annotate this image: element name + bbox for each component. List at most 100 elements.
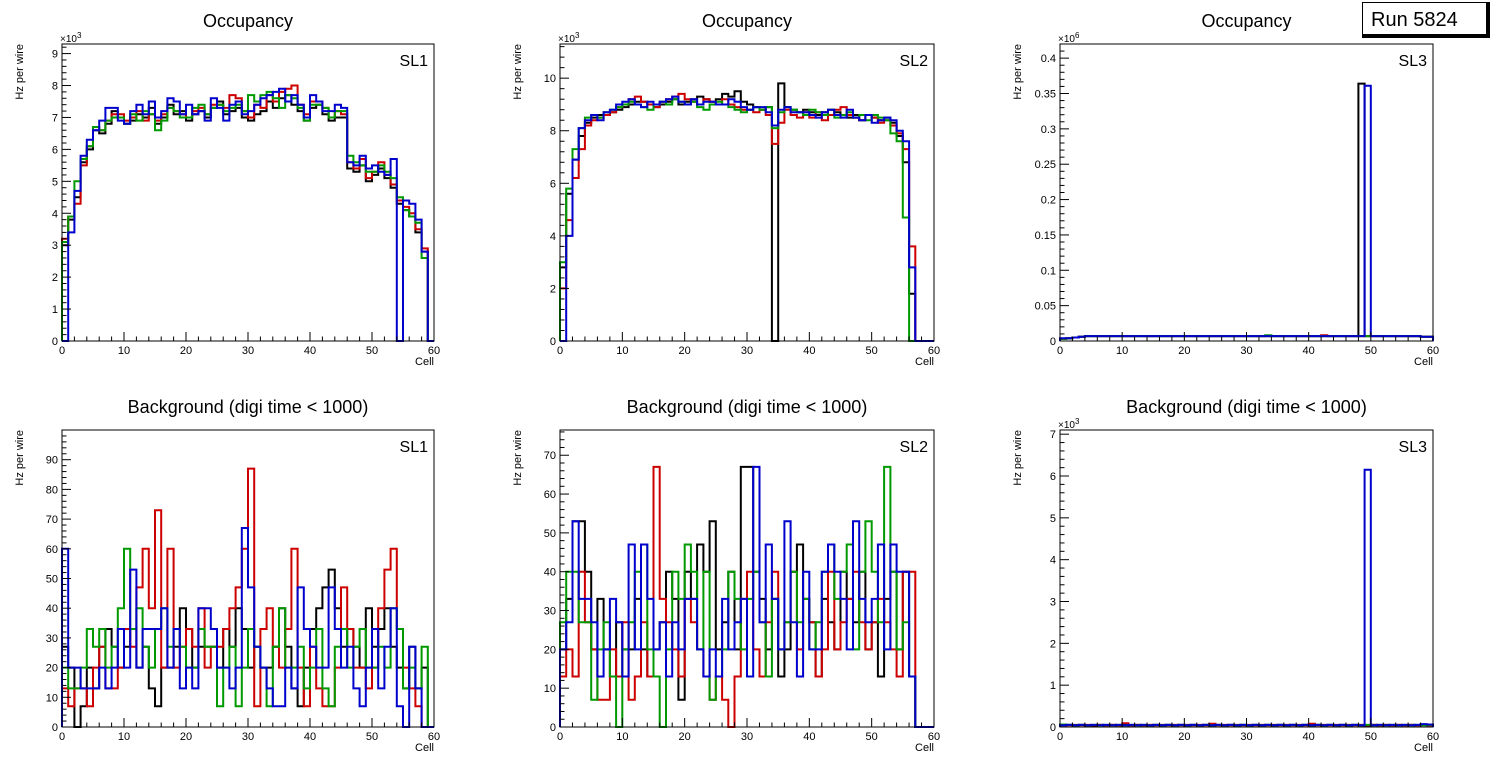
y-tick-label: 70 — [46, 514, 58, 526]
x-tick-label: 50 — [1365, 731, 1377, 743]
y-tick-label: 1 — [1050, 680, 1056, 692]
x-tick-label: 20 — [679, 345, 691, 357]
x-axis-label: Cell — [915, 742, 934, 754]
run-label-box: Run 5824 — [1362, 2, 1490, 38]
x-tick-label: 40 — [803, 345, 815, 357]
y-tick-label: 0.1 — [1041, 265, 1056, 277]
y-tick-label: 0.05 — [1035, 301, 1056, 313]
y-tick-label: 7 — [52, 112, 58, 124]
y-axis-label: Hz per wire — [14, 44, 26, 100]
y-tick-label: 0 — [550, 336, 556, 348]
x-tick-label: 40 — [1303, 345, 1315, 357]
y-tick-label: 10 — [544, 73, 556, 85]
histogram-series-3 — [559, 98, 934, 342]
x-axis-label: Cell — [1414, 356, 1433, 368]
x-tick-label: 20 — [1178, 345, 1190, 357]
y-tick-label: 50 — [544, 528, 556, 540]
x-tick-label: 30 — [242, 731, 254, 743]
x-tick-label: 40 — [304, 345, 316, 357]
superlayer-label: SL3 — [1399, 439, 1428, 456]
y-tick-label: 6 — [550, 178, 556, 190]
x-tick-label: 50 — [866, 731, 878, 743]
x-axis-label: Cell — [415, 356, 434, 368]
x-tick-label: 40 — [803, 731, 815, 743]
y-tick-label: 8 — [550, 126, 556, 138]
x-tick-label: 30 — [242, 345, 254, 357]
x-tick-label: 30 — [741, 731, 753, 743]
y-tick-label: 70 — [544, 450, 556, 462]
y-tick-label: 4 — [1050, 555, 1056, 567]
histogram-series-2 — [559, 92, 934, 342]
y-tick-label: 2 — [1050, 638, 1056, 650]
y-tick-label: 40 — [46, 603, 58, 615]
x-tick-label: 0 — [1057, 345, 1063, 357]
y-tick-label: 5 — [52, 176, 58, 188]
y-tick-label: 0 — [52, 722, 58, 734]
x-tick-label: 20 — [679, 731, 691, 743]
superlayer-label: SL1 — [400, 439, 429, 456]
y-tick-label: 0 — [550, 722, 556, 734]
histogram-series-4 — [559, 465, 934, 728]
x-tick-label: 0 — [59, 731, 65, 743]
panel-title: Occupancy — [702, 11, 792, 31]
x-tick-label: 10 — [1116, 731, 1128, 743]
x-tick-label: 50 — [366, 345, 378, 357]
y-axis-label: Hz per wire — [1012, 430, 1024, 486]
x-tick-label: 60 — [1427, 345, 1439, 357]
x-tick-label: 20 — [180, 731, 192, 743]
y-axis-label: Hz per wire — [512, 44, 524, 100]
y-tick-label: 3 — [52, 240, 58, 252]
panel-title: Occupancy — [203, 11, 293, 31]
x-tick-label: 50 — [366, 731, 378, 743]
y-tick-label: 30 — [544, 606, 556, 618]
histogram-series-4 — [62, 87, 434, 342]
y-tick-label: 6 — [52, 144, 58, 156]
y-tick-label: 2 — [52, 272, 58, 284]
x-tick-label: 60 — [928, 731, 940, 743]
y-axis-label: Hz per wire — [1012, 44, 1024, 100]
y-tick-label: 2 — [550, 283, 556, 295]
histogram-panel-5: Background (digi time < 1000) 0 10 20 30 40 50… — [512, 397, 940, 754]
y-tick-label: 20 — [544, 644, 556, 656]
y-tick-label: 6 — [1050, 471, 1056, 483]
histogram-series-1 — [61, 94, 434, 342]
x-tick-label: 40 — [1303, 731, 1315, 743]
x-tick-label: 0 — [1057, 731, 1063, 743]
histogram-series-4 — [1059, 468, 1434, 727]
histogram-panel-4: Background (digi time < 1000) 0 10 20 30 40 50… — [14, 397, 440, 754]
superlayer-label: SL2 — [900, 53, 929, 70]
y-tick-label: 0.35 — [1035, 89, 1056, 101]
x-tick-label: 10 — [118, 731, 130, 743]
x-axis-label: Cell — [1414, 742, 1433, 754]
run-label: Run 5824 — [1371, 9, 1458, 31]
plot-frame — [61, 43, 435, 342]
plot-frame — [1059, 429, 1434, 728]
y-tick-label: 0 — [52, 336, 58, 348]
histogram-series-4 — [560, 95, 934, 342]
y-tick-label: 7 — [1050, 429, 1056, 441]
y-tick-label: 40 — [544, 567, 556, 579]
x-tick-label: 30 — [1240, 731, 1252, 743]
x-tick-label: 10 — [616, 345, 628, 357]
panel-title: Occupancy — [1201, 11, 1291, 31]
plot-frame — [1059, 43, 1434, 342]
plot-frame — [559, 43, 935, 342]
y-tick-label: 5 — [1050, 513, 1056, 525]
y-tick-label: 0.2 — [1041, 195, 1056, 207]
x-tick-label: 20 — [1178, 731, 1190, 743]
y-tick-label: 0.15 — [1035, 230, 1056, 242]
x-tick-label: 40 — [304, 731, 316, 743]
superlayer-label: SL3 — [1399, 53, 1428, 70]
x-tick-label: 0 — [59, 345, 65, 357]
y-tick-label: 80 — [46, 484, 58, 496]
panel-title: Background (digi time < 1000) — [627, 397, 868, 417]
y-tick-label: 10 — [544, 683, 556, 695]
y-tick-label: 0 — [1050, 722, 1056, 734]
y-tick-label: 9 — [52, 49, 58, 61]
y-tick-label: 50 — [46, 574, 58, 586]
y-tick-label: 0.3 — [1041, 124, 1056, 136]
x-tick-label: 50 — [1365, 345, 1377, 357]
panel-title: Background (digi time < 1000) — [128, 397, 369, 417]
